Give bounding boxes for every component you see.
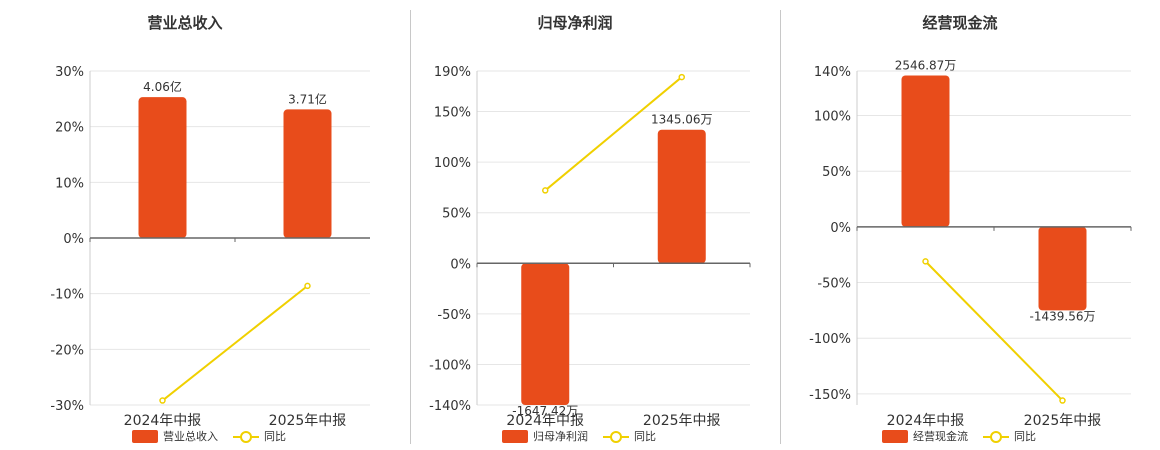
legend-bar-label: 经营现金流 [913, 430, 968, 443]
y-tick-label: 30% [55, 65, 84, 80]
chart-title: 归母净利润 [537, 14, 613, 32]
legend: 经营现金流 同比 [775, 428, 1145, 444]
legend-line-label: 同比 [1014, 430, 1036, 443]
y-tick-label: 0% [63, 232, 84, 247]
bar [521, 263, 570, 405]
bar-value-label: 2546.87万 [895, 58, 957, 72]
legend-bar-label: 营业总收入 [163, 430, 218, 443]
legend: 营业总收入 同比 [0, 428, 370, 444]
legend-line-label: 同比 [264, 430, 286, 443]
y-tick-label: 150% [434, 105, 471, 120]
bar [283, 109, 332, 238]
chart-plot: 190% 150% 100% 50% 0% -50% -100% -140% -1647.42万… [429, 65, 751, 429]
legend-item-line[interactable]: 同比 [983, 428, 1036, 444]
x-category-label: 2024年中报 [124, 413, 202, 429]
x-category-label: 2025年中报 [1024, 413, 1102, 429]
y-tick-label: 100% [814, 110, 851, 125]
bar [901, 75, 950, 227]
y-tick-label: 0% [450, 257, 471, 272]
yoy-point [159, 397, 166, 404]
y-tick-label: -50% [817, 277, 851, 292]
y-tick-label: 0% [830, 221, 851, 236]
y-tick-label: 50% [442, 207, 471, 222]
y-tick-label: -140% [429, 399, 471, 414]
legend-bar-swatch [502, 429, 528, 443]
y-tick-label: -100% [429, 359, 471, 374]
yoy-point [304, 282, 311, 290]
legend-item-bar[interactable]: 经营现金流 [882, 428, 968, 444]
legend-item-line[interactable]: 同比 [233, 428, 286, 444]
bar-value-label: 4.06亿 [143, 79, 182, 94]
y-tick-label: -150% [809, 388, 851, 403]
y-tick-label: -50% [437, 308, 471, 323]
bar [657, 129, 706, 264]
chart-panel-operating-cash-flow: 经营现金流 140% 100% 50% 0% -50% -100% -150% 2546.87… [775, 0, 1145, 450]
chart-title: 营业总收入 [147, 14, 223, 32]
bar-value-label: 1345.06万 [651, 113, 713, 127]
legend-bar-swatch [132, 429, 158, 443]
yoy-line [544, 76, 683, 192]
yoy-line [161, 285, 309, 402]
legend-item-bar[interactable]: 营业总收入 [132, 428, 218, 444]
panel-divider [410, 10, 411, 444]
yoy-line [924, 260, 1064, 402]
legend-bar-label: 归母净利润 [533, 430, 588, 443]
x-category-label: 2024年中报 [887, 413, 965, 429]
bar [138, 97, 187, 238]
y-tick-label: -30% [50, 399, 84, 414]
legend-line-swatch [233, 430, 259, 443]
x-category-label: 2025年中报 [643, 413, 721, 429]
yoy-point [1059, 397, 1066, 404]
legend-line-label: 同比 [634, 430, 656, 443]
legend: 归母净利润 同比 [390, 428, 760, 444]
x-category-label: 2024年中报 [506, 413, 584, 429]
chart-plot: 140% 100% 50% 0% -50% -100% -150% 2546.87万 -1439… [809, 58, 1132, 429]
chart-title: 经营现金流 [922, 14, 998, 32]
y-tick-label: 20% [55, 121, 84, 136]
bar-value-label: -1439.56万 [1030, 309, 1096, 323]
chart-plot: 30% 20% 10% 0% -10% -20% -30% 4.06亿 3.71亿 2024年中报… [50, 65, 370, 429]
bar [1038, 226, 1087, 311]
y-tick-label: 140% [814, 65, 851, 80]
y-tick-label: 190% [434, 65, 471, 80]
bar-value-label: -1647.42万 [512, 404, 578, 418]
legend-item-bar[interactable]: 归母净利润 [502, 428, 588, 444]
y-tick-label: -10% [50, 288, 84, 303]
y-tick-label: -20% [50, 343, 84, 358]
y-tick-label: 50% [822, 165, 851, 180]
x-category-label: 2025年中报 [269, 413, 347, 429]
legend-line-swatch [983, 430, 1009, 443]
yoy-point [542, 187, 549, 194]
yoy-point [922, 258, 929, 265]
legend-bar-swatch [882, 429, 908, 443]
yoy-point [678, 73, 685, 81]
chart-panel-revenue: 营业总收入 30% 20% 10% 0% -10% -20% -30% 4.06亿 3.71亿 2… [0, 0, 370, 450]
legend-item-line[interactable]: 同比 [603, 428, 656, 444]
panel-divider [780, 10, 781, 444]
chart-panel-net-profit: 归母净利润 190% 150% 100% 50% 0% -50% -100% -140% -16… [390, 0, 760, 450]
y-tick-label: 10% [55, 176, 84, 191]
bar-value-label: 3.71亿 [288, 91, 327, 106]
legend-line-swatch [603, 430, 629, 443]
y-tick-label: 100% [434, 156, 471, 171]
y-tick-label: -100% [809, 332, 851, 347]
